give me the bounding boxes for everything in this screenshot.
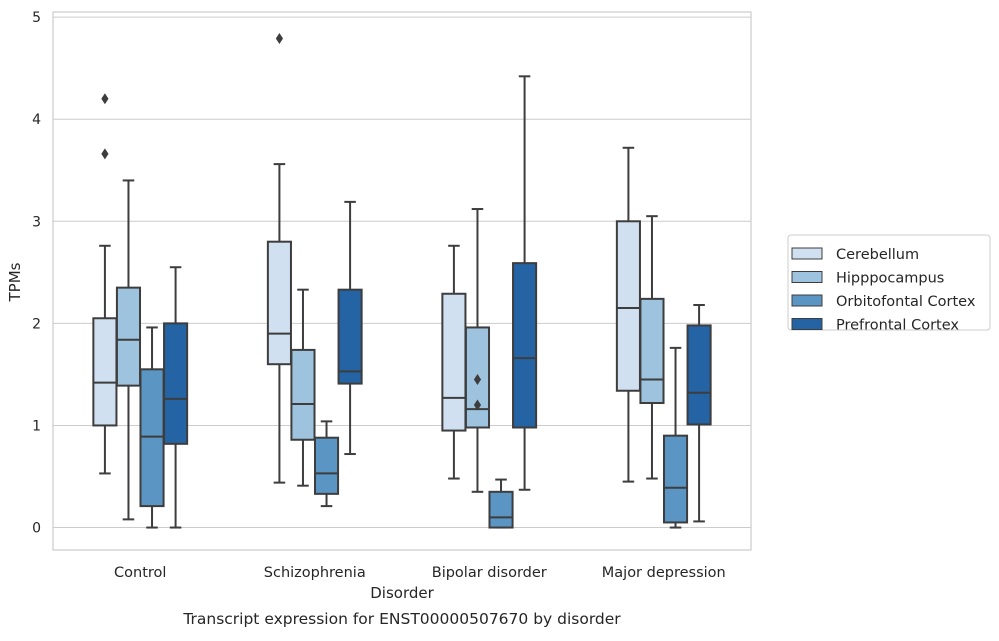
box-hipppocampus bbox=[290, 288, 316, 487]
x-axis: Control Schizophrenia Bipolar disorder Majo… bbox=[114, 565, 726, 581]
iqr-box bbox=[92, 317, 118, 427]
box-prefrontal-cortex bbox=[163, 266, 189, 529]
iqr-box bbox=[639, 297, 665, 404]
x-tick-label: Major depression bbox=[602, 565, 726, 581]
legend-label: Cerebellum bbox=[836, 247, 919, 263]
y-tick-label: 5 bbox=[32, 10, 41, 26]
box-hipppocampus bbox=[639, 215, 665, 480]
iqr-box bbox=[337, 288, 363, 385]
legend-label: Prefrontal Cortex bbox=[836, 318, 959, 334]
iqr-box bbox=[441, 292, 467, 432]
plot-frame bbox=[52, 11, 752, 551]
outlier-point bbox=[101, 148, 109, 160]
legend-label: Hipppocampus bbox=[836, 271, 944, 287]
x-tick-label: Schizophrenia bbox=[264, 565, 366, 581]
box-hipppocampus bbox=[115, 179, 142, 521]
box-orbitofontal-cortex bbox=[488, 478, 514, 529]
box-plots bbox=[92, 33, 712, 529]
box-cerebellum bbox=[441, 244, 467, 480]
iqr-box bbox=[313, 436, 340, 495]
box-prefrontal-cortex bbox=[686, 303, 712, 523]
x-tick-label: Control bbox=[114, 565, 166, 581]
box-cerebellum bbox=[615, 146, 641, 483]
y-axis: 0 1 2 3 4 5 bbox=[32, 10, 41, 536]
iqr-box bbox=[686, 324, 712, 426]
outlier-point bbox=[101, 93, 109, 105]
box-orbitofontal-cortex bbox=[313, 420, 340, 508]
x-tick-label: Bipolar disorder bbox=[432, 565, 547, 581]
iqr-box bbox=[615, 220, 641, 392]
legend-swatch bbox=[791, 294, 823, 307]
y-tick-label: 4 bbox=[32, 112, 41, 128]
y-tick-label: 1 bbox=[32, 418, 41, 434]
legend-label: Orbitofontal Cortex bbox=[836, 294, 976, 310]
iqr-box bbox=[266, 240, 292, 366]
y-tick-label: 2 bbox=[32, 316, 41, 332]
box-prefrontal-cortex bbox=[512, 75, 538, 491]
iqr-box bbox=[290, 348, 316, 441]
outlier-point bbox=[473, 399, 482, 411]
box-prefrontal-cortex bbox=[337, 200, 363, 456]
legend-swatch bbox=[791, 271, 823, 283]
iqr-box bbox=[139, 368, 165, 508]
legend-box bbox=[787, 234, 991, 331]
iqr-box bbox=[115, 286, 142, 387]
box-hipppocampus bbox=[464, 208, 491, 493]
iqr-box bbox=[163, 322, 189, 445]
iqr-box bbox=[488, 490, 514, 529]
y-tick-label: 3 bbox=[32, 214, 41, 230]
box-cerebellum bbox=[266, 33, 292, 484]
box-orbitofontal-cortex bbox=[139, 326, 165, 529]
outlier-point bbox=[275, 33, 284, 45]
legend: Cerebellum Hipppocampus Orbitofontal Corte… bbox=[787, 234, 991, 334]
iqr-box bbox=[662, 434, 689, 524]
chart-title: Transcript expression for ENST0000050767… bbox=[182, 610, 621, 628]
outlier-point bbox=[473, 374, 482, 386]
box-cerebellum bbox=[92, 93, 118, 475]
y-axis-label: TPMs bbox=[6, 262, 24, 302]
legend-swatch bbox=[791, 247, 823, 260]
x-axis-label: Disorder bbox=[370, 584, 434, 602]
iqr-box bbox=[512, 262, 538, 429]
legend-swatch bbox=[791, 318, 823, 330]
plot-border bbox=[52, 11, 752, 551]
box-orbitofontal-cortex bbox=[662, 346, 689, 529]
y-tick-label: 0 bbox=[32, 521, 41, 537]
